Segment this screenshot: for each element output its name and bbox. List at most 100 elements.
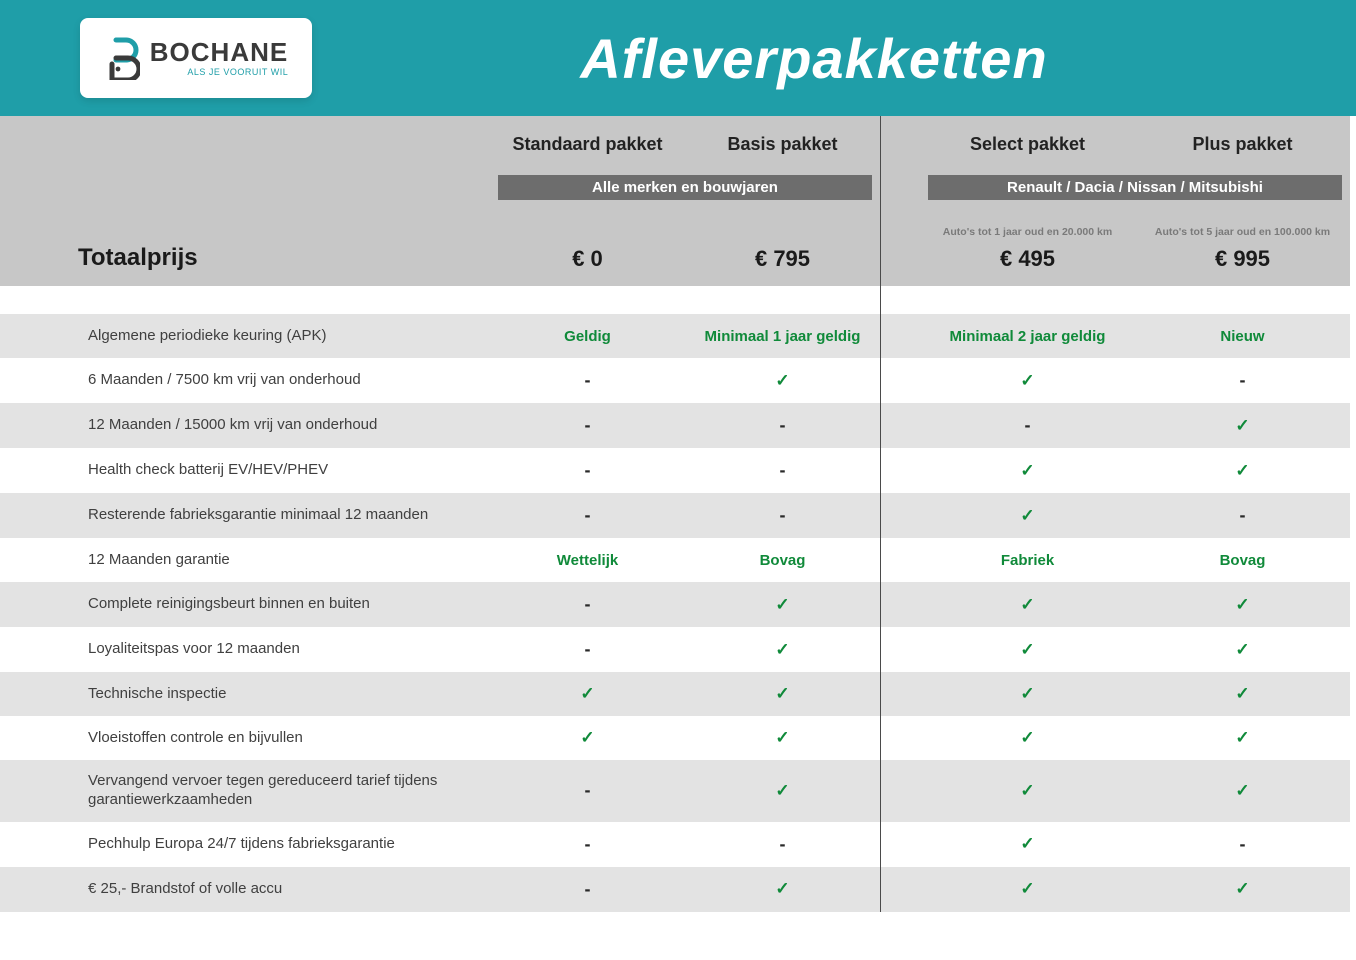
group-subtitle-left: Alle merken en bouwjaren: [490, 169, 880, 200]
feature-label: 12 Maanden garantie: [0, 538, 490, 582]
feature-cell: ✓: [1135, 627, 1350, 672]
gap-cell: [880, 822, 920, 867]
logo-name: BOCHANE: [150, 39, 288, 65]
price: € 0: [502, 240, 673, 272]
check-icon: ✓: [1235, 684, 1249, 704]
feature-cell: ✓: [920, 358, 1135, 403]
total-price-label: Totaalprijs: [78, 244, 198, 272]
dash-icon: -: [1025, 415, 1031, 436]
feature-label: Complete reinigingsbeurt binnen en buite…: [0, 582, 490, 627]
feature-cell: ✓: [1135, 867, 1350, 912]
dash-icon: -: [585, 415, 591, 436]
col-header-plus: Plus pakket: [1135, 116, 1350, 169]
feature-cell: ✓: [920, 493, 1135, 538]
feature-cell: ✓: [685, 867, 880, 912]
check-icon: ✓: [1235, 879, 1249, 899]
feature-cell: ✓: [685, 672, 880, 716]
feature-cell: ✓: [1135, 582, 1350, 627]
header-gap: [880, 200, 920, 286]
dash-icon: -: [780, 460, 786, 481]
feature-cell: ✓: [1135, 403, 1350, 448]
check-icon: ✓: [775, 640, 789, 660]
feature-label: Algemene periodieke keuring (APK): [0, 314, 490, 358]
feature-cell: -: [490, 760, 685, 822]
logo: BOCHANE ALS JE VOORUIT WIL: [80, 18, 312, 98]
feature-value: Geldig: [564, 328, 611, 345]
feature-cell: ✓: [920, 760, 1135, 822]
feature-cell: ✓: [490, 672, 685, 716]
feature-label: € 25,- Brandstof of volle accu: [0, 867, 490, 912]
dash-icon: -: [585, 780, 591, 801]
dash-icon: -: [780, 505, 786, 526]
feature-cell: ✓: [920, 822, 1135, 867]
col-price-plus: Auto's tot 5 jaar oud en 100.000 km € 99…: [1135, 200, 1350, 286]
col-price-basis: € 795: [685, 200, 880, 286]
gap-cell: [880, 403, 920, 448]
feature-value: Minimaal 2 jaar geldig: [950, 328, 1106, 345]
check-icon: ✓: [1020, 640, 1034, 660]
feature-cell: ✓: [685, 627, 880, 672]
header-gap: [880, 169, 920, 200]
feature-cell: -: [490, 867, 685, 912]
check-icon: ✓: [1020, 781, 1034, 801]
pkg-name: Basis pakket: [697, 134, 868, 155]
gap-cell: [880, 867, 920, 912]
feature-cell: Bovag: [685, 538, 880, 582]
feature-label: Loyaliteitspas voor 12 maanden: [0, 627, 490, 672]
check-icon: ✓: [1235, 595, 1249, 615]
feature-cell: -: [685, 448, 880, 493]
feature-cell: ✓: [920, 448, 1135, 493]
gap-cell: [880, 314, 920, 358]
dash-icon: -: [1240, 505, 1246, 526]
hero-banner: BOCHANE ALS JE VOORUIT WIL Afleverpakket…: [0, 0, 1356, 116]
subtitle-bar: Alle merken en bouwjaren: [498, 175, 872, 200]
check-icon: ✓: [1235, 728, 1249, 748]
check-icon: ✓: [580, 684, 594, 704]
feature-cell: -: [490, 822, 685, 867]
check-icon: ✓: [775, 781, 789, 801]
dash-icon: -: [585, 460, 591, 481]
feature-cell: -: [490, 448, 685, 493]
dash-icon: -: [780, 415, 786, 436]
gap-cell: [880, 627, 920, 672]
feature-value: Minimaal 1 jaar geldig: [705, 328, 861, 345]
feature-cell: -: [1135, 822, 1350, 867]
feature-cell: ✓: [490, 716, 685, 760]
price: € 995: [1147, 240, 1338, 272]
feature-cell: Minimaal 1 jaar geldig: [685, 314, 880, 358]
check-icon: ✓: [1020, 506, 1034, 526]
feature-cell: -: [1135, 493, 1350, 538]
check-icon: ✓: [775, 728, 789, 748]
col-header-standaard: Standaard pakket: [490, 116, 685, 169]
feature-cell: -: [490, 582, 685, 627]
col-header-basis: Basis pakket: [685, 116, 880, 169]
check-icon: ✓: [1020, 461, 1034, 481]
check-icon: ✓: [1020, 879, 1034, 899]
feature-value: Wettelijk: [557, 552, 618, 569]
gap-cell: [880, 493, 920, 538]
dash-icon: -: [1240, 834, 1246, 855]
fineprint: [697, 226, 868, 240]
feature-label: Technische inspectie: [0, 672, 490, 716]
gap-cell: [880, 672, 920, 716]
header-blank: Totaalprijs: [0, 116, 490, 286]
check-icon: ✓: [775, 684, 789, 704]
feature-cell: ✓: [920, 867, 1135, 912]
dash-icon: -: [1240, 370, 1246, 391]
fineprint: Auto's tot 5 jaar oud en 100.000 km: [1147, 226, 1338, 240]
feature-cell: -: [490, 493, 685, 538]
feature-label: 12 Maanden / 15000 km vrij van onderhoud: [0, 403, 490, 448]
check-icon: ✓: [775, 371, 789, 391]
feature-cell: ✓: [685, 582, 880, 627]
check-icon: ✓: [775, 879, 789, 899]
feature-cell: Geldig: [490, 314, 685, 358]
dash-icon: -: [585, 834, 591, 855]
feature-cell: Fabriek: [920, 538, 1135, 582]
feature-cell: Wettelijk: [490, 538, 685, 582]
feature-label: Vloeistoffen controle en bijvullen: [0, 716, 490, 760]
check-icon: ✓: [1235, 461, 1249, 481]
group-divider: [880, 116, 881, 912]
dash-icon: -: [780, 834, 786, 855]
feature-label: Resterende fabrieksgarantie minimaal 12 …: [0, 493, 490, 538]
page-title: Afleverpakketten: [312, 26, 1316, 91]
